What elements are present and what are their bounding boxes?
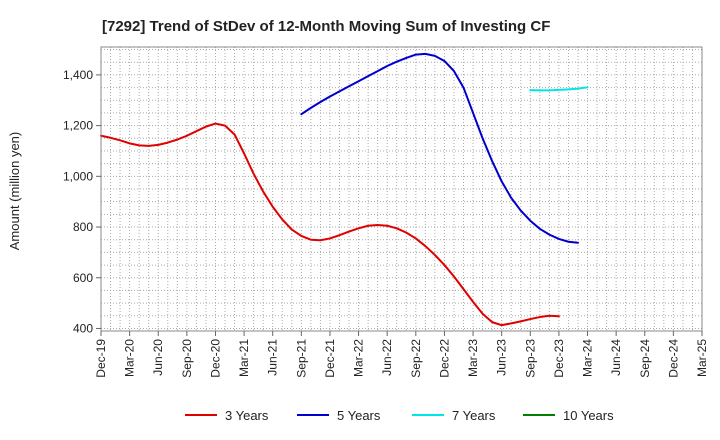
x-tick-label: Dec-23 [552, 339, 566, 378]
grid [101, 47, 702, 331]
x-tick-label: Dec-19 [94, 339, 108, 378]
legend-label-10-years: 10 Years [563, 408, 614, 423]
x-tick-label: Dec-22 [437, 339, 451, 378]
x-tick-label: Sep-23 [523, 339, 537, 378]
y-axis-label: Amount (million yen) [7, 132, 22, 251]
y-tick-label: 1,000 [63, 169, 93, 183]
x-tick-label: Mar-22 [352, 339, 366, 377]
x-tick-label: Jun-21 [266, 339, 280, 376]
y-tick-label: 600 [73, 271, 93, 285]
x-tick-label: Jun-23 [495, 339, 509, 376]
x-tick-label: Sep-24 [638, 339, 652, 378]
legend-label-3-years: 3 Years [225, 408, 269, 423]
legend-label-7-years: 7 Years [452, 408, 496, 423]
plot-border [100, 46, 703, 332]
series-line-7-years [529, 86, 589, 92]
x-tick-label: Sep-20 [180, 339, 194, 378]
x-tick-label: Mar-23 [466, 339, 480, 377]
x-tick-label: Dec-20 [208, 339, 222, 378]
series-line-3-years [100, 122, 560, 327]
y-tick-label: 400 [73, 321, 93, 335]
x-tick-label: Sep-21 [294, 339, 308, 378]
x-tick-label: Sep-22 [409, 339, 423, 378]
x-tick-label: Jun-20 [151, 339, 165, 376]
y-tick-label: 800 [73, 220, 93, 234]
x-tick-label: Mar-20 [123, 339, 137, 377]
y-tick-label: 1,400 [63, 68, 93, 82]
x-axis-ticks: Dec-19 Mar-20 Jun-20 Sep-20 Dec-20 Mar-21 Jun-… [94, 331, 709, 378]
chart-title: [7292] Trend of StDev of 12-Month Moving… [102, 18, 550, 35]
x-tick-label: Jun-24 [609, 339, 623, 376]
x-tick-label: Dec-24 [666, 339, 680, 378]
y-tick-label: 1,200 [63, 119, 93, 133]
x-tick-label: Mar-24 [581, 339, 595, 377]
legend: 3 Years 5 Years 7 Years 10 Years [185, 408, 614, 423]
x-tick-label: Mar-21 [237, 339, 251, 377]
y-axis-ticks: 400 600 800 1,000 1,200 1,400 [63, 68, 101, 335]
x-tick-label: Mar-25 [695, 339, 709, 377]
series-line-5-years [300, 52, 579, 244]
x-tick-label: Dec-21 [323, 339, 337, 378]
x-tick-label: Jun-22 [380, 339, 394, 376]
legend-label-5-years: 5 Years [337, 408, 381, 423]
series-lines [100, 52, 589, 327]
